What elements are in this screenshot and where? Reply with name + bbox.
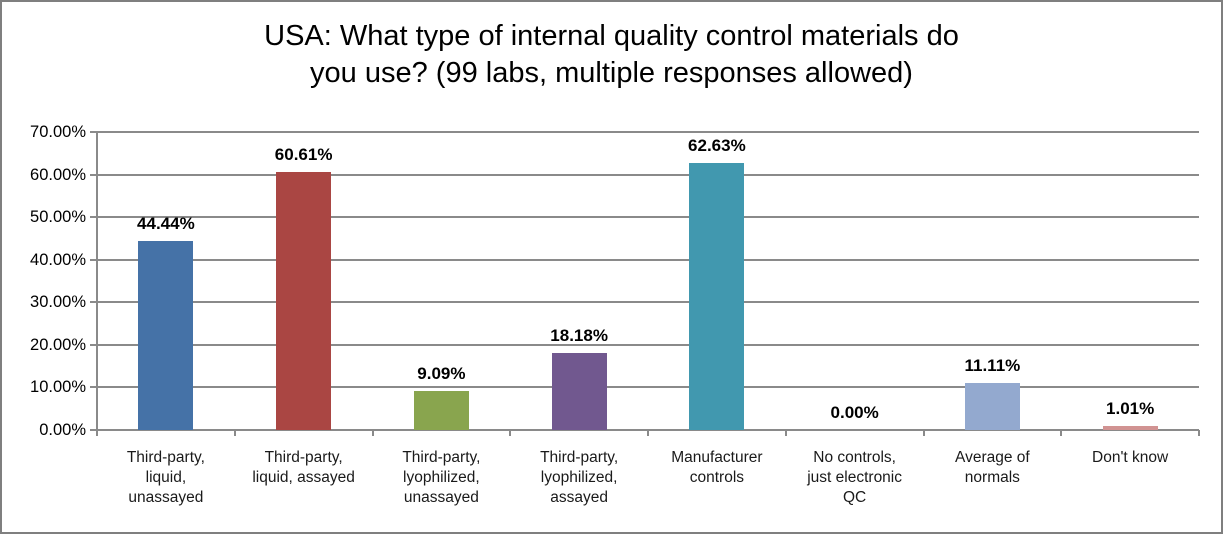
bar-value-label: 0.00% — [830, 403, 879, 422]
x-axis-tick — [509, 430, 512, 436]
y-tick-label: 70.00% — [30, 123, 86, 141]
x-category-label: Average of normals — [955, 449, 1030, 486]
chart-title-line-2: you use? (99 labs, multiple responses al… — [310, 57, 913, 89]
x-axis-tick — [1198, 430, 1200, 436]
x-axis-tick — [1060, 430, 1063, 436]
bar — [276, 171, 332, 430]
bar — [138, 240, 194, 430]
y-tick-label: 20.00% — [30, 335, 86, 354]
gridline — [90, 258, 1199, 261]
x-axis-tick — [233, 430, 236, 436]
x-category-label: Manufacturer controls — [671, 449, 763, 486]
bar — [551, 352, 607, 430]
y-tick-label: 10.00% — [30, 378, 86, 397]
x-category-label: Third-party, liquid, assayed — [252, 449, 355, 486]
x-category-label: Third-party, lyophilized, unassayed — [402, 449, 481, 506]
bar-value-label: 62.63% — [688, 136, 746, 156]
bar — [413, 391, 469, 430]
gridline — [90, 429, 1199, 431]
y-tick-label: 30.00% — [30, 293, 86, 312]
y-tick-label: 50.00% — [30, 208, 86, 227]
y-tick-label: 0.00% — [39, 421, 86, 439]
gridline — [90, 343, 1199, 346]
gridline — [90, 301, 1199, 304]
gridline — [90, 131, 1199, 133]
bar — [689, 163, 745, 430]
x-axis-tick — [647, 430, 649, 436]
gridline — [90, 386, 1199, 389]
bar-value-label: 9.09% — [417, 364, 466, 384]
y-tick-label: 60.00% — [30, 165, 86, 184]
y-axis-line — [96, 132, 98, 436]
bar-value-label: 60.61% — [274, 144, 333, 164]
bar-value-label: 11.11% — [964, 355, 1021, 375]
x-category-label: Third-party, liquid, unassayed — [126, 449, 205, 506]
x-axis-tick — [784, 430, 787, 436]
chart-title: USA: What type of internal quality contr… — [2, 18, 1221, 92]
y-tick-label: 40.00% — [30, 250, 86, 269]
bar-value-label: 44.44% — [137, 213, 195, 233]
x-axis-tick — [96, 430, 98, 436]
x-axis-tick — [371, 430, 374, 436]
x-category-label: Don't know — [1092, 449, 1169, 466]
bar-value-label: 18.18% — [550, 325, 608, 345]
chart-title-line-1: USA: What type of internal quality contr… — [264, 20, 959, 52]
gridline — [90, 173, 1199, 176]
gridline — [90, 216, 1199, 219]
bar — [964, 382, 1020, 430]
x-category-label: No controls, just electronic QC — [807, 449, 902, 506]
bar-value-label: 1.01% — [1106, 398, 1155, 418]
bar — [1102, 425, 1158, 430]
x-category-label: Third-party, lyophilized, assayed — [540, 449, 619, 506]
x-axis-tick — [922, 430, 925, 436]
